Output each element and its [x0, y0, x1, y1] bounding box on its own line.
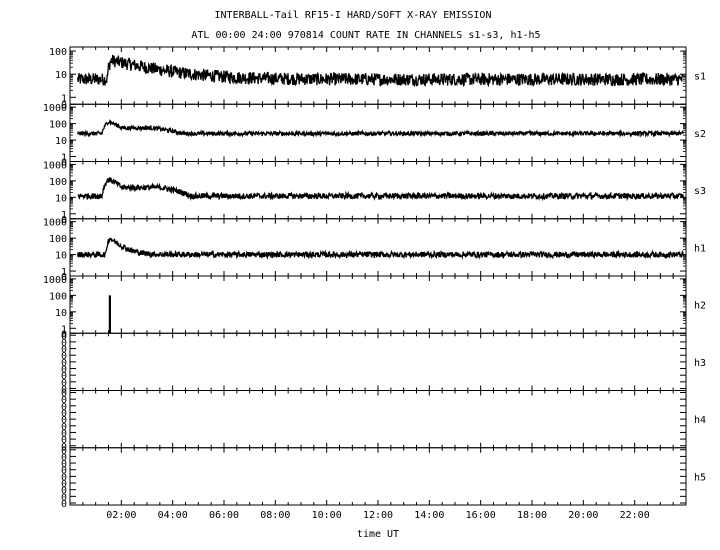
x-tick-label: 20:00 — [568, 510, 598, 521]
y-tick-label: 10 — [55, 193, 67, 204]
y-tick-label: 10 — [55, 136, 67, 147]
spike-h2 — [108, 295, 111, 334]
y-tick-label: 0 — [61, 378, 67, 389]
y-tick-label: 0 — [61, 389, 67, 400]
y-tick-label: 0 — [61, 215, 67, 226]
y-tick-label: 1000 — [43, 275, 67, 286]
y-tick-label: 1 — [61, 210, 67, 221]
y-tick-label: 0 — [61, 442, 67, 453]
panels: s11001010s210001001010s310001001010h1100… — [43, 46, 706, 510]
y-tick-label: 1 — [61, 324, 67, 335]
y-tick-label: 100 — [49, 120, 67, 131]
y-tick-label: 0 — [61, 486, 67, 497]
x-tick-label: 16:00 — [466, 510, 496, 521]
y-tick-label: 100 — [49, 47, 67, 58]
x-tick-label: 14:00 — [414, 510, 444, 521]
y-tick-label: 0 — [61, 272, 67, 283]
y-tick-label: 10 — [55, 251, 67, 262]
series-s1 — [77, 54, 684, 88]
x-tick-label: 04:00 — [158, 510, 188, 521]
y-tick-label: 0 — [61, 345, 67, 356]
y-tick-label: 100 — [49, 177, 67, 188]
y-tick-label: 0 — [61, 492, 67, 503]
panel-label-s3: s3 — [694, 186, 706, 197]
y-tick-label: 0 — [61, 446, 67, 457]
panel-frame-h2 — [69, 275, 687, 334]
panel-label-h4: h4 — [694, 415, 706, 426]
panel-label-s1: s1 — [694, 72, 706, 83]
x-tick-label: 02:00 — [106, 510, 136, 521]
panel-label-h1: h1 — [694, 243, 706, 254]
y-tick-label: 0 — [61, 402, 67, 413]
y-tick-label: 0 — [61, 100, 67, 111]
panel-label-h3: h3 — [694, 358, 706, 369]
y-tick-label: 0 — [61, 466, 67, 477]
x-tick-label: 08:00 — [260, 510, 290, 521]
y-tick-label: 0 — [61, 338, 67, 349]
y-tick-label: 1000 — [43, 160, 67, 171]
y-tick-label: 1000 — [43, 103, 67, 114]
panel-s1: s1 100 10 10 — [49, 46, 706, 111]
y-tick-label: 0 — [61, 371, 67, 382]
y-tick-label: 10 — [55, 70, 67, 81]
x-tick-label: 06:00 — [209, 510, 239, 521]
y-tick-label: 0 — [61, 351, 67, 362]
panel-frame-h4 — [69, 390, 687, 449]
y-tick-label: 0 — [61, 459, 67, 470]
y-tick-label: 0 — [61, 452, 67, 463]
y-tick-label: 0 — [61, 395, 67, 406]
y-tick-label: 0 — [61, 358, 67, 369]
x-axis-label: time UT — [357, 529, 399, 540]
chart-title: INTERBALL-Tail RF15-I HARD/SOFT X-RAY EM… — [215, 10, 492, 21]
x-tick-label: 22:00 — [620, 510, 650, 521]
y-tick-label: 100 — [49, 291, 67, 302]
x-axis: 02:00 04:00 06:00 08:00 10:00 12:00 14:00 16:00… — [106, 510, 649, 521]
y-tick-label: 0 — [61, 428, 67, 439]
y-tick-label: 1 — [61, 93, 67, 104]
panel-frame-h1 — [69, 218, 687, 277]
y-tick-label: 1 — [61, 267, 67, 278]
y-tick-label: 0 — [61, 158, 67, 169]
y-tick-label: 1000 — [43, 218, 67, 229]
x-tick-label: 18:00 — [517, 510, 547, 521]
y-tick-label: 0 — [61, 415, 67, 426]
y-tick-label: 0 — [61, 435, 67, 446]
panel-frame-h3 — [69, 332, 687, 391]
y-tick-label: 0 — [61, 479, 67, 490]
y-tick-label: 0 — [61, 331, 67, 342]
series-h1 — [77, 237, 684, 260]
y-tick-label: 1 — [61, 153, 67, 164]
series-s2 — [77, 118, 684, 138]
series-s3 — [77, 177, 685, 202]
y-tick-label: 0 — [61, 385, 67, 396]
x-tick-label: 12:00 — [363, 510, 393, 521]
panel-label-s2: s2 — [694, 129, 706, 140]
y-tick-label: 0 — [61, 408, 67, 419]
panel-label-h5: h5 — [694, 472, 706, 483]
y-tick-label: 100 — [49, 234, 67, 245]
y-tick-label: 10 — [55, 308, 67, 319]
y-tick-label: 0 — [61, 472, 67, 483]
panel-frame-h5 — [69, 447, 687, 506]
chart-subtitle: ATL 00:00 24:00 970814 COUNT RATE IN CHA… — [191, 30, 540, 41]
x-tick-label: 10:00 — [312, 510, 342, 521]
y-tick-label: 0 — [61, 329, 67, 340]
y-tick-label: 0 — [61, 422, 67, 433]
panel-label-h2: h2 — [694, 301, 706, 312]
y-tick-label: 0 — [61, 499, 67, 510]
y-tick-label: 0 — [61, 365, 67, 376]
